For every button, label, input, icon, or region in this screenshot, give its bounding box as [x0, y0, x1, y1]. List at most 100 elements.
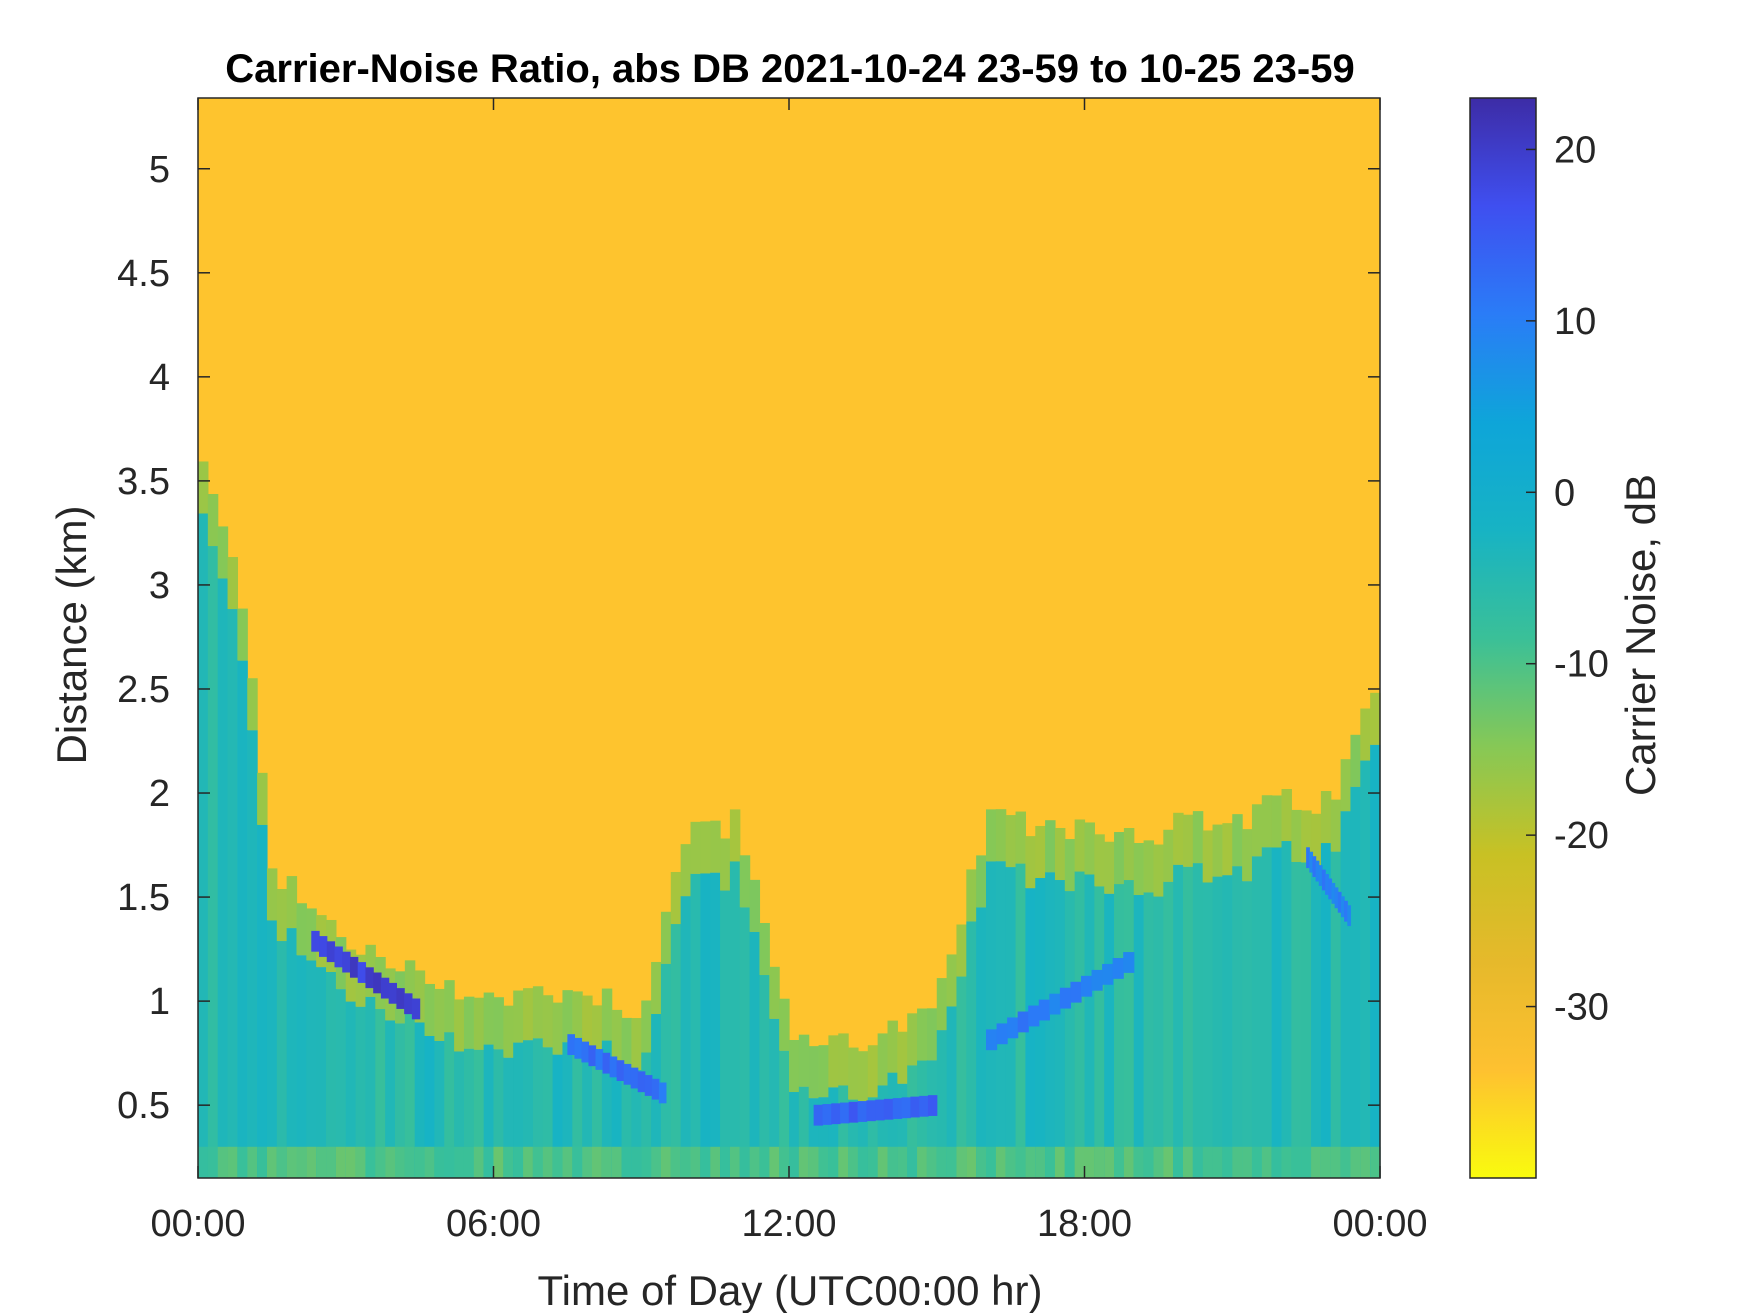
heatmap-cell: [1045, 1146, 1056, 1178]
heatmap-cell: [680, 896, 692, 1178]
heatmap-cell: [503, 1146, 514, 1178]
heatmap-cell: [316, 1146, 327, 1178]
heatmap-cell: [1202, 882, 1214, 1178]
heatmap-cell: [1035, 1146, 1046, 1178]
chart-title: Carrier-Noise Ratio, abs DB 2021-10-24 2…: [225, 47, 1354, 91]
heatmap-cell: [345, 1001, 357, 1178]
y-tick-label: 3: [149, 565, 170, 607]
heatmap-cell: [907, 1146, 918, 1178]
y-tick-label: 5: [149, 149, 170, 191]
y-axis-ticks: 0.5 1 1.5 2 2.5 3 3.5 4 4.5 5: [117, 149, 1380, 1127]
heatmap-cell: [434, 988, 445, 1041]
strong-return-cell: [848, 1101, 859, 1123]
heatmap-cell: [700, 1146, 711, 1178]
heatmap-cell: [808, 1098, 820, 1178]
strong-return-cell: [1017, 1011, 1029, 1033]
strong-return-cell: [334, 946, 343, 968]
heatmap-cell: [986, 1146, 997, 1178]
heatmap-cell: [266, 920, 278, 1178]
heatmap-cell: [276, 889, 288, 942]
heatmap-cell: [247, 1146, 258, 1178]
heatmap-cell: [1173, 864, 1184, 1178]
heatmap-cell: [424, 983, 435, 1036]
heatmap-cell: [1350, 786, 1361, 1178]
heatmap-cell: [769, 1146, 780, 1178]
strong-return-cell: [1306, 847, 1310, 869]
heatmap-cell: [808, 1046, 820, 1099]
heatmap-cell: [848, 1047, 859, 1100]
heatmap-cell: [1281, 1146, 1292, 1178]
heatmap-cell: [523, 1146, 534, 1178]
heatmap-cell: [1064, 891, 1076, 1178]
heatmap-cell: [572, 991, 583, 1044]
strong-return-cell: [404, 993, 413, 1015]
heatmap-cell: [1005, 815, 1017, 868]
heatmap-cell: [296, 955, 307, 1178]
heatmap-cell: [966, 869, 977, 922]
heatmap-cell: [739, 1146, 751, 1178]
y-tick-label: 2.5: [117, 669, 170, 711]
heatmap-cell: [749, 879, 761, 932]
heatmap-cell: [887, 1020, 898, 1073]
y-tick-label: 1: [149, 981, 170, 1023]
strong-return-cell: [319, 936, 328, 957]
heatmap-cell: [286, 1146, 298, 1178]
heatmap-cell: [818, 1097, 829, 1178]
colorbar-tick-label: 0: [1554, 472, 1575, 514]
strong-return-cell: [1049, 993, 1061, 1015]
heatmap-cell: [1025, 1146, 1036, 1178]
heatmap-cell: [966, 921, 977, 1178]
heatmap-cell: [296, 1146, 307, 1178]
heatmap-cell: [818, 1045, 829, 1098]
heatmap-cell: [483, 1044, 495, 1178]
heatmap-cell: [395, 1146, 406, 1178]
heatmap-cell: [542, 1146, 554, 1178]
heatmap-cell: [976, 855, 987, 908]
heatmap-cell: [1114, 1146, 1125, 1178]
heatmap-cell: [887, 1146, 898, 1178]
heatmap-cell: [710, 872, 721, 1178]
strong-return-cell: [349, 956, 359, 978]
strong-return-cell: [1325, 874, 1329, 895]
strong-return-cell: [396, 988, 405, 1009]
heatmap-cell: [227, 557, 238, 610]
strong-return-cell: [637, 1071, 646, 1093]
strong-return-cell: [574, 1037, 583, 1059]
heatmap-cell: [1035, 825, 1046, 878]
strong-return-cell: [1340, 896, 1345, 918]
strong-return-cell: [1312, 856, 1317, 878]
heatmap-cell: [404, 1146, 416, 1178]
heatmap-cell: [956, 924, 967, 977]
heatmap-cell: [552, 1054, 564, 1178]
heatmap-cell: [641, 1146, 652, 1178]
heatmap-cell: [1281, 841, 1292, 1178]
heatmap-cell: [926, 1146, 938, 1178]
heatmap-cell: [660, 963, 672, 1178]
heatmap-cell: [946, 1006, 958, 1178]
strong-return-cell: [1331, 882, 1336, 904]
heatmap-cell: [247, 678, 258, 731]
heatmap-cell: [562, 990, 573, 1043]
heatmap-cell: [1074, 819, 1086, 872]
strong-return-cell: [342, 951, 351, 973]
heatmap-cell: [434, 1146, 445, 1178]
heatmap-cell: [1301, 1146, 1312, 1178]
strong-return-cell: [1007, 1017, 1019, 1039]
heatmap-cell: [414, 970, 426, 1023]
strong-return-cell: [996, 1023, 1008, 1045]
strong-return-cell: [875, 1099, 885, 1121]
heatmap-cell: [1104, 1146, 1115, 1178]
heatmap-cell: [247, 730, 258, 1178]
heatmap-cell: [838, 1033, 849, 1086]
heatmap-cell: [986, 861, 997, 1178]
heatmap-cell: [1163, 881, 1174, 1178]
heatmap-cell: [365, 996, 376, 1178]
heatmap-cell: [1054, 827, 1066, 881]
heatmap-cell: [1094, 886, 1105, 1178]
heatmap-cell: [1202, 830, 1214, 883]
strong-return-cell: [1337, 891, 1342, 913]
heatmap-cell: [1251, 804, 1263, 857]
heatmap-cell: [1370, 1146, 1381, 1178]
heatmap-cell: [1045, 872, 1056, 1178]
strong-return-cell: [892, 1098, 903, 1119]
